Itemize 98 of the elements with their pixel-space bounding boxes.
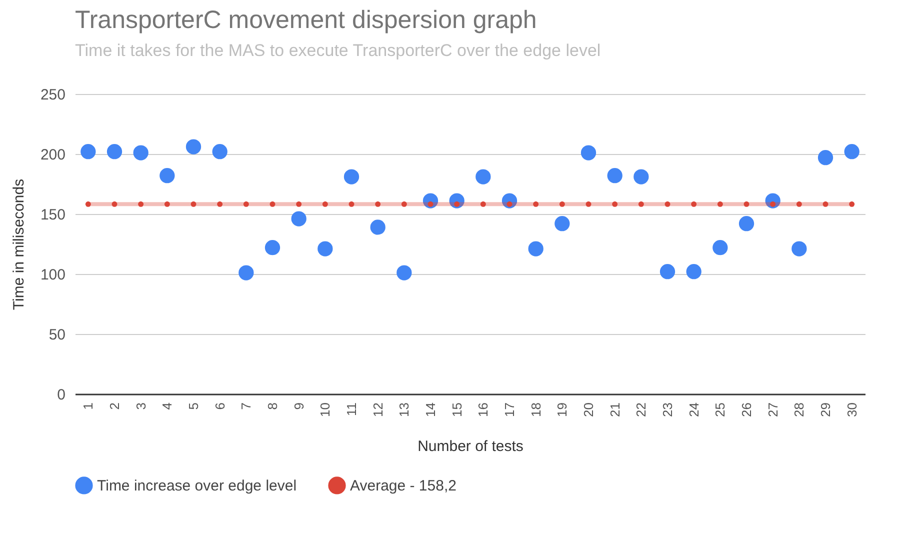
x-tick-label: 25 (712, 402, 728, 417)
x-tick-label: 13 (396, 402, 412, 417)
point (612, 201, 618, 207)
point (554, 216, 570, 232)
y-tick-label: 250 (40, 86, 66, 104)
point (480, 201, 486, 207)
x-tick-label: 27 (765, 402, 780, 417)
point (559, 201, 565, 207)
x-tick-label: 8 (265, 402, 280, 410)
x-tick-label: 22 (634, 402, 649, 417)
point (160, 168, 175, 184)
x-tick-label: 29 (818, 402, 833, 417)
x-tick-label: 24 (686, 402, 702, 417)
x-tick-label: 3 (133, 402, 148, 410)
point (217, 201, 223, 207)
point (270, 201, 276, 207)
y-tick-label: 200 (40, 146, 66, 164)
x-tick-label: 9 (291, 402, 306, 410)
point (212, 144, 228, 160)
point (528, 241, 544, 256)
x-tick-label: 6 (212, 402, 228, 410)
point (738, 216, 754, 232)
point (586, 201, 592, 207)
legend-label: Time increase over edge level (97, 477, 297, 494)
point (607, 168, 622, 184)
legend-label: Average - 158,2 (350, 477, 456, 494)
point (375, 201, 381, 207)
point (822, 201, 828, 207)
x-tick-label: 16 (476, 402, 491, 417)
point (238, 265, 254, 280)
x-tick-label: 7 (238, 402, 254, 410)
point (106, 144, 122, 160)
point (401, 201, 407, 207)
point (322, 201, 328, 207)
point (638, 201, 644, 207)
point (792, 241, 807, 256)
point (396, 265, 412, 280)
point (344, 169, 360, 184)
point (770, 201, 776, 207)
y-tick-label: 0 (57, 386, 66, 404)
point (138, 201, 144, 207)
point (428, 201, 434, 207)
x-tick-label: 30 (844, 402, 860, 417)
point (318, 241, 333, 256)
x-tick-label: 23 (660, 402, 675, 417)
chart-title: TransporterC movement dispersion graph (75, 6, 537, 34)
y-tick-label: 150 (40, 206, 66, 224)
x-tick-label: 17 (502, 402, 517, 417)
point (164, 201, 170, 207)
point (112, 201, 118, 207)
x-tick-label: 18 (528, 402, 544, 417)
y-axis-title: Time in miliseconds (10, 178, 28, 310)
x-tick-label: 20 (581, 402, 596, 417)
point (243, 201, 249, 207)
point (712, 240, 728, 256)
point (660, 264, 676, 280)
y-tick-label: 50 (48, 326, 66, 344)
point (844, 144, 860, 160)
point (691, 201, 697, 207)
point (296, 201, 302, 207)
point (580, 145, 596, 160)
point (744, 201, 750, 207)
x-tick-label: 5 (186, 402, 201, 410)
point (264, 240, 280, 256)
x-axis-title: Number of tests (418, 438, 524, 455)
x-tick-label: 11 (344, 402, 359, 416)
point (717, 201, 723, 207)
x-tick-label: 4 (160, 402, 175, 410)
point (370, 220, 386, 235)
x-tick-label: 12 (370, 402, 386, 417)
point (190, 201, 196, 207)
x-tick-label: 15 (449, 402, 464, 417)
x-tick-label: 19 (554, 402, 570, 417)
point (476, 169, 491, 184)
point (186, 139, 202, 154)
point (506, 201, 512, 207)
point (454, 201, 460, 207)
point (634, 169, 649, 184)
point (133, 145, 148, 160)
point (686, 264, 702, 280)
x-tick-label: 14 (423, 402, 438, 417)
x-tick-label: 26 (739, 402, 754, 417)
x-tick-label: 2 (107, 402, 122, 410)
x-tick-label: 10 (318, 402, 333, 417)
point (80, 144, 96, 160)
point (291, 211, 306, 226)
point (796, 201, 802, 207)
point (849, 201, 855, 207)
point (348, 201, 354, 207)
x-tick-label: 21 (607, 402, 622, 417)
point (533, 201, 539, 207)
x-tick-label: 1 (80, 402, 96, 410)
point (818, 150, 834, 166)
y-tick-label: 100 (40, 266, 66, 284)
x-tick-label: 28 (792, 402, 807, 417)
point (664, 201, 670, 207)
chart-subtitle: Time it takes for the MAS to execute TransporterC over the edge level (75, 41, 601, 60)
point (85, 201, 91, 207)
